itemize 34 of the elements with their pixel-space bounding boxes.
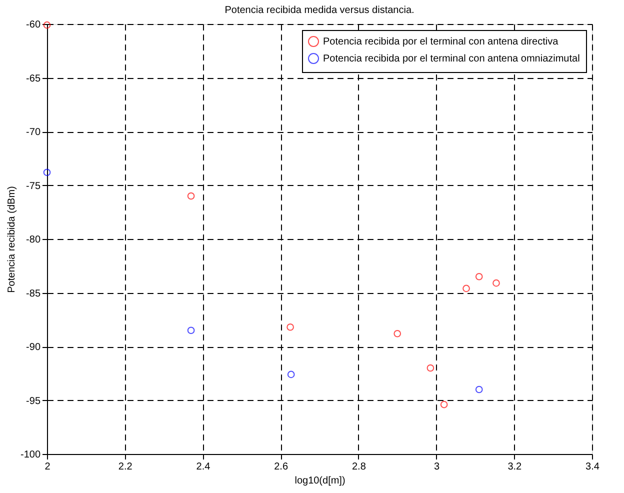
- point: [475, 272, 483, 280]
- point: [187, 192, 195, 200]
- point: [426, 364, 434, 372]
- point: [462, 284, 470, 292]
- point: [187, 326, 195, 334]
- point: [440, 400, 448, 408]
- point: [475, 386, 483, 394]
- y-tick-label: -95: [26, 396, 41, 407]
- x-tick-label: 3: [434, 462, 440, 472]
- chart-title: Potencia recibida medida versus distancia.: [224, 5, 414, 16]
- y-tick-label: -60: [26, 20, 41, 30]
- y-tick-label: -70: [26, 127, 41, 138]
- y-tick-label: -65: [26, 73, 41, 84]
- point: [492, 279, 500, 287]
- x-tick-label: 2.6: [274, 462, 288, 472]
- x-tick-label: 3.4: [586, 462, 600, 472]
- y-tick-label: -75: [26, 180, 41, 192]
- x-tick-label: 2.4: [196, 462, 211, 472]
- x-axis-title: log10(d[m]): [294, 476, 346, 486]
- y-tick-label: -80: [26, 234, 41, 246]
- y-tick-label: -90: [26, 342, 41, 353]
- point: [286, 323, 294, 331]
- y-tick-label: -100: [20, 450, 41, 460]
- x-tick-label: 2.8: [352, 462, 366, 472]
- point: [43, 168, 51, 176]
- y-tick-label: -85: [26, 288, 41, 300]
- point: [394, 330, 402, 338]
- x-tick-label: 2.2: [118, 462, 133, 472]
- y-axis-title: Potencia recibida (dBm): [6, 186, 18, 293]
- legend-label: Potencia recibida por el terminal con antena directiva: [323, 36, 559, 48]
- x-tick-label: 2: [44, 462, 51, 472]
- point: [287, 370, 295, 378]
- x-tick-label: 3.2: [508, 462, 522, 472]
- legend-label: Potencia recibida por el terminal con antena omniazimutal: [323, 54, 580, 64]
